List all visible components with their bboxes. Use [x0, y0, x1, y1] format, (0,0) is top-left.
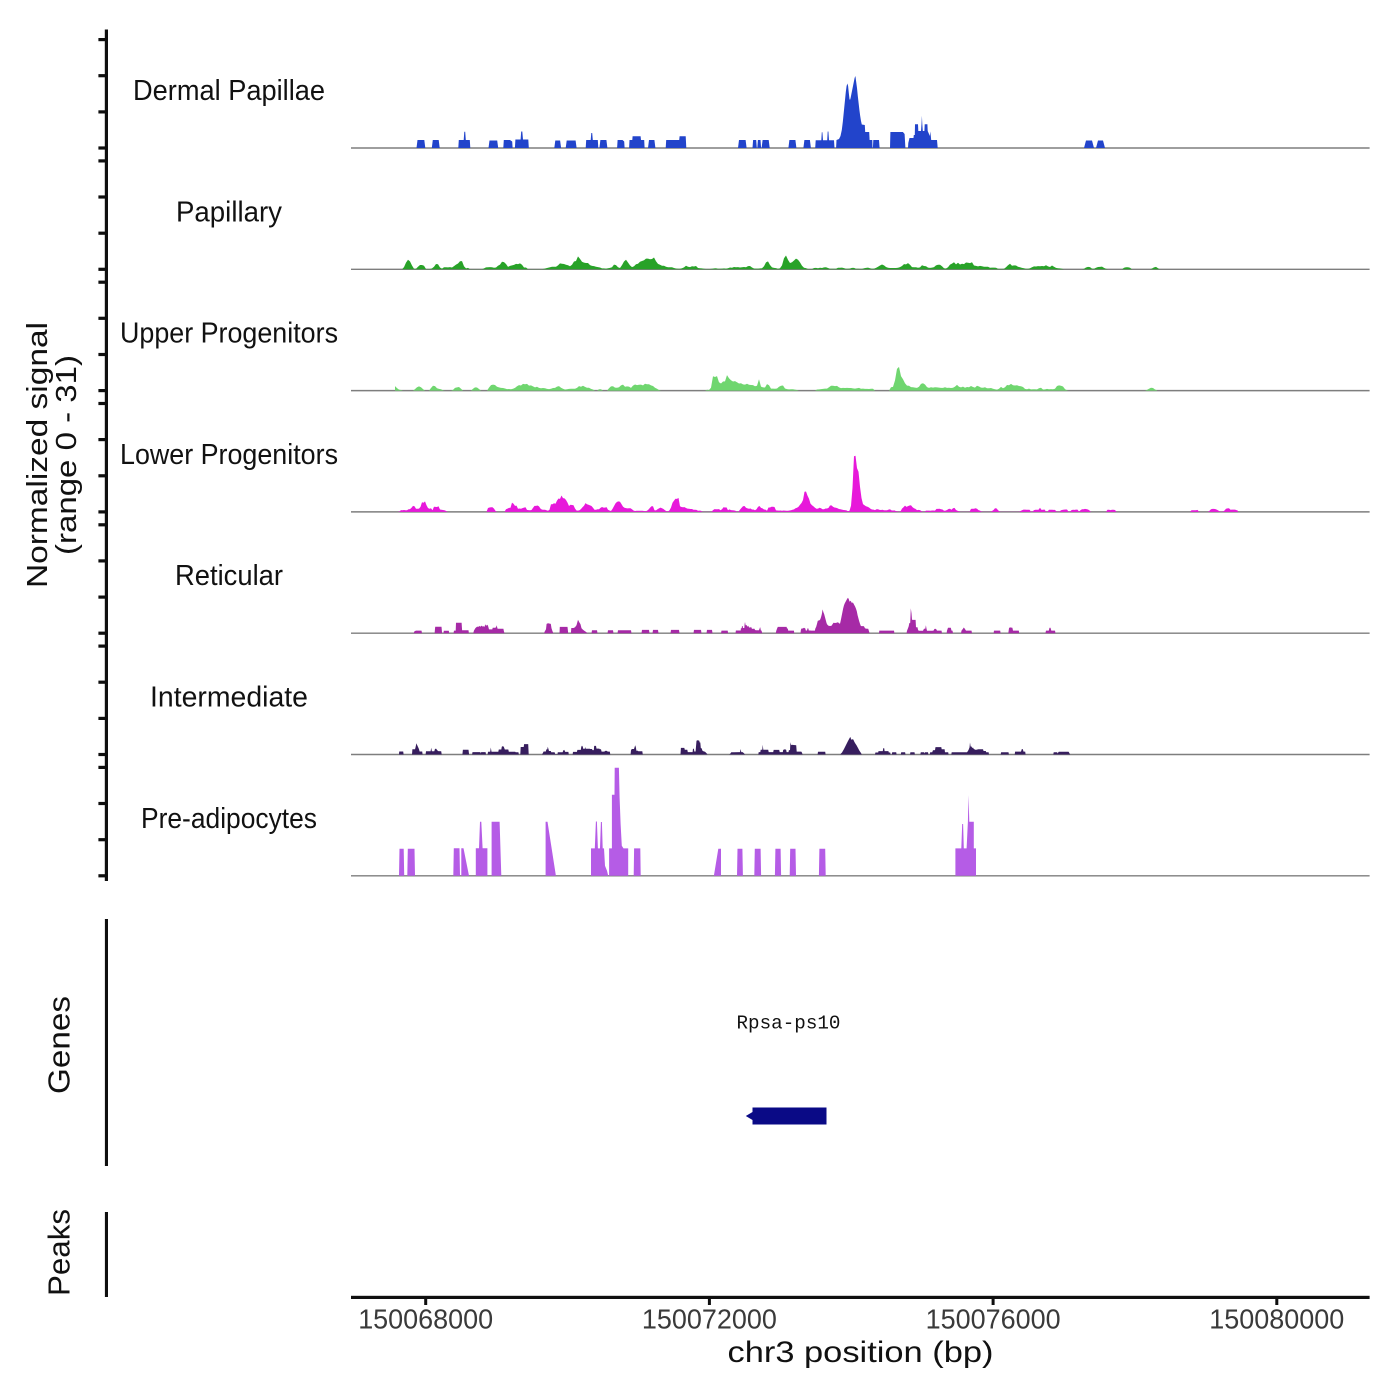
svg-text:(range 0 - 31): (range 0 - 31): [51, 355, 83, 555]
svg-text:chr3 position (bp): chr3 position (bp): [728, 1336, 994, 1369]
svg-text:Genes: Genes: [43, 996, 77, 1094]
svg-text:Intermediate: Intermediate: [150, 681, 308, 713]
svg-text:Upper Progenitors: Upper Progenitors: [120, 317, 338, 349]
svg-text:150068000: 150068000: [358, 1304, 493, 1335]
svg-text:Papillary: Papillary: [176, 195, 283, 227]
svg-text:150076000: 150076000: [926, 1304, 1061, 1335]
svg-text:Normalized signal: Normalized signal: [22, 322, 54, 588]
svg-text:150072000: 150072000: [642, 1304, 777, 1335]
svg-text:Rpsa-ps10: Rpsa-ps10: [737, 1013, 841, 1035]
svg-text:Lower Progenitors: Lower Progenitors: [120, 438, 338, 470]
svg-text:Peaks: Peaks: [43, 1209, 77, 1296]
svg-text:Dermal Papillae: Dermal Papillae: [133, 74, 325, 106]
svg-text:Reticular: Reticular: [175, 559, 283, 591]
svg-text:150080000: 150080000: [1209, 1304, 1344, 1335]
svg-text:Pre-adipocytes: Pre-adipocytes: [141, 802, 317, 834]
